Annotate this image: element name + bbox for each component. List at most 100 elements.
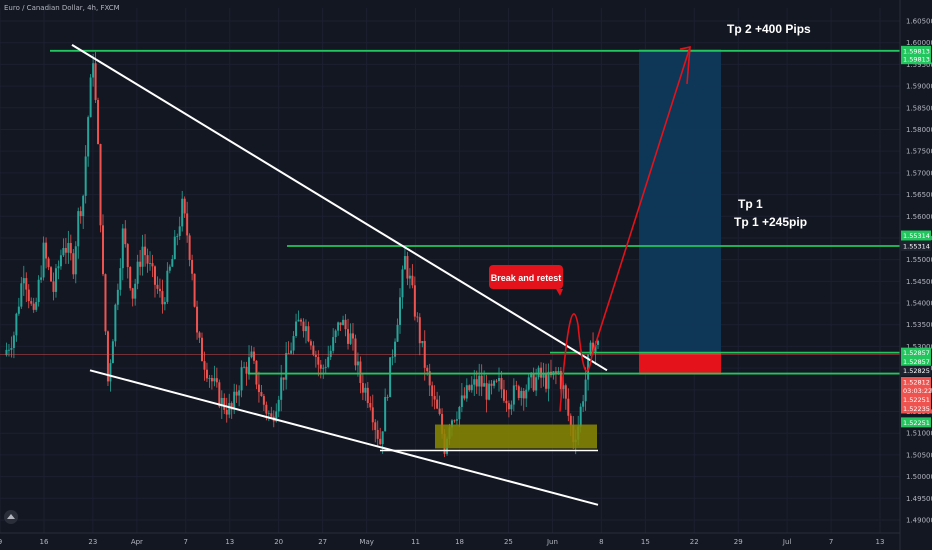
candle-body [144, 246, 147, 256]
candle-body [69, 242, 72, 254]
candle-body [116, 289, 119, 305]
candle-body [27, 289, 30, 302]
candle-body [312, 345, 315, 355]
candle-body [490, 383, 493, 386]
candle-body [92, 63, 95, 78]
time-axis[interactable]: 9 16 23 Apr 7 13 20 27 May 11 18 25 Jun 8 15 22 29 Jul 7 13 [0, 532, 900, 546]
candle-body [488, 383, 491, 400]
candle-body [502, 389, 505, 401]
candle-body [428, 371, 431, 386]
candle-body [25, 278, 28, 290]
candle-body [89, 77, 92, 118]
candle-body [50, 267, 53, 282]
x-tick-label: 13 [876, 538, 885, 546]
candle-body [198, 332, 201, 338]
candle-body [136, 261, 139, 284]
price-tag-text: 1.55314 [903, 232, 930, 240]
candle-body [40, 277, 43, 280]
candle-body [371, 407, 374, 423]
candle-body [314, 354, 317, 358]
price-tag-text: 1.52235 [903, 405, 930, 413]
candle-body [356, 361, 359, 366]
candle-body [260, 392, 263, 397]
x-tick-label: 15 [641, 538, 650, 546]
price-axis[interactable]: 1.60500 1.60000 1.59500 1.59000 1.58500 1.580… [899, 0, 932, 550]
y-tick-label: 1.56000 [906, 213, 932, 221]
candle-body [361, 383, 364, 393]
candle-body [188, 235, 191, 260]
tp1-pips-label: Tp 1 +245pip [734, 215, 807, 229]
candle-body [35, 302, 38, 310]
x-tick-label: 7 [184, 538, 188, 546]
y-tick-label: 1.50500 [906, 451, 932, 459]
candle-body [225, 409, 228, 415]
candle-body [485, 383, 488, 400]
candle-body [399, 297, 401, 325]
candle-body [324, 366, 327, 368]
candle-body [20, 283, 23, 307]
candle-body [97, 99, 100, 145]
candle-body [347, 329, 350, 344]
candle-body [386, 397, 389, 398]
candle-body [245, 366, 248, 374]
y-tick-label: 1.60500 [906, 18, 932, 26]
candle-body [267, 413, 270, 415]
tradingview-logo-icon[interactable] [4, 510, 18, 524]
candle-body [262, 396, 265, 405]
candle-body [37, 279, 40, 303]
projection-arrow [559, 46, 691, 412]
candle-body [7, 349, 10, 351]
candle-body [57, 266, 60, 269]
price-tag [901, 394, 931, 405]
candle-body [394, 341, 397, 357]
candle-body [210, 377, 213, 382]
candle-body [139, 261, 142, 267]
candle-body [535, 377, 538, 391]
x-tick-label: Apr [131, 538, 143, 546]
candle-body [450, 420, 453, 428]
candle-body [64, 248, 67, 253]
price-tag [901, 54, 931, 65]
candle-body [366, 387, 369, 404]
candle-body [213, 378, 216, 382]
y-tick-label: 1.59500 [906, 61, 932, 69]
price-tag-text: 1.55314 [903, 243, 930, 251]
candle-body [569, 415, 572, 426]
candle-body [17, 306, 20, 314]
candle-body [374, 422, 377, 430]
candle-body [52, 281, 55, 292]
candle-body [498, 377, 500, 382]
candle-body [196, 306, 199, 333]
y-tick-label: 1.50000 [906, 473, 932, 481]
y-tick-label: 1.49000 [906, 516, 932, 524]
price-tag [901, 347, 931, 358]
candle-body [493, 380, 496, 386]
candle-body [589, 342, 592, 355]
candle-body [389, 357, 392, 398]
candle-body [149, 263, 152, 264]
y-tick-label: 1.56500 [906, 191, 932, 199]
y-tick-label: 1.57500 [906, 148, 932, 156]
candle-body [364, 387, 367, 393]
candle-body [79, 211, 82, 217]
candle-body [205, 369, 208, 379]
candle-body [102, 225, 104, 275]
candle-body [520, 390, 523, 398]
candle-body [171, 259, 174, 267]
candle-body [176, 236, 179, 237]
support-box [435, 424, 597, 449]
x-tick-label: May [359, 538, 373, 546]
price-tag-text: 1.52812 [903, 379, 930, 387]
price-tag-text: 1.52251 [903, 396, 930, 404]
candle-body [181, 198, 184, 227]
arrow-head [679, 46, 691, 84]
candle-body [438, 408, 441, 414]
candle-body [215, 378, 218, 383]
y-tick-label: 1.60000 [906, 39, 932, 47]
candle-body [230, 403, 233, 410]
y-tick-label: 1.53000 [906, 343, 932, 351]
candle-body [94, 63, 97, 100]
x-tick-label: 9 [0, 538, 2, 546]
price-tag [901, 417, 931, 428]
